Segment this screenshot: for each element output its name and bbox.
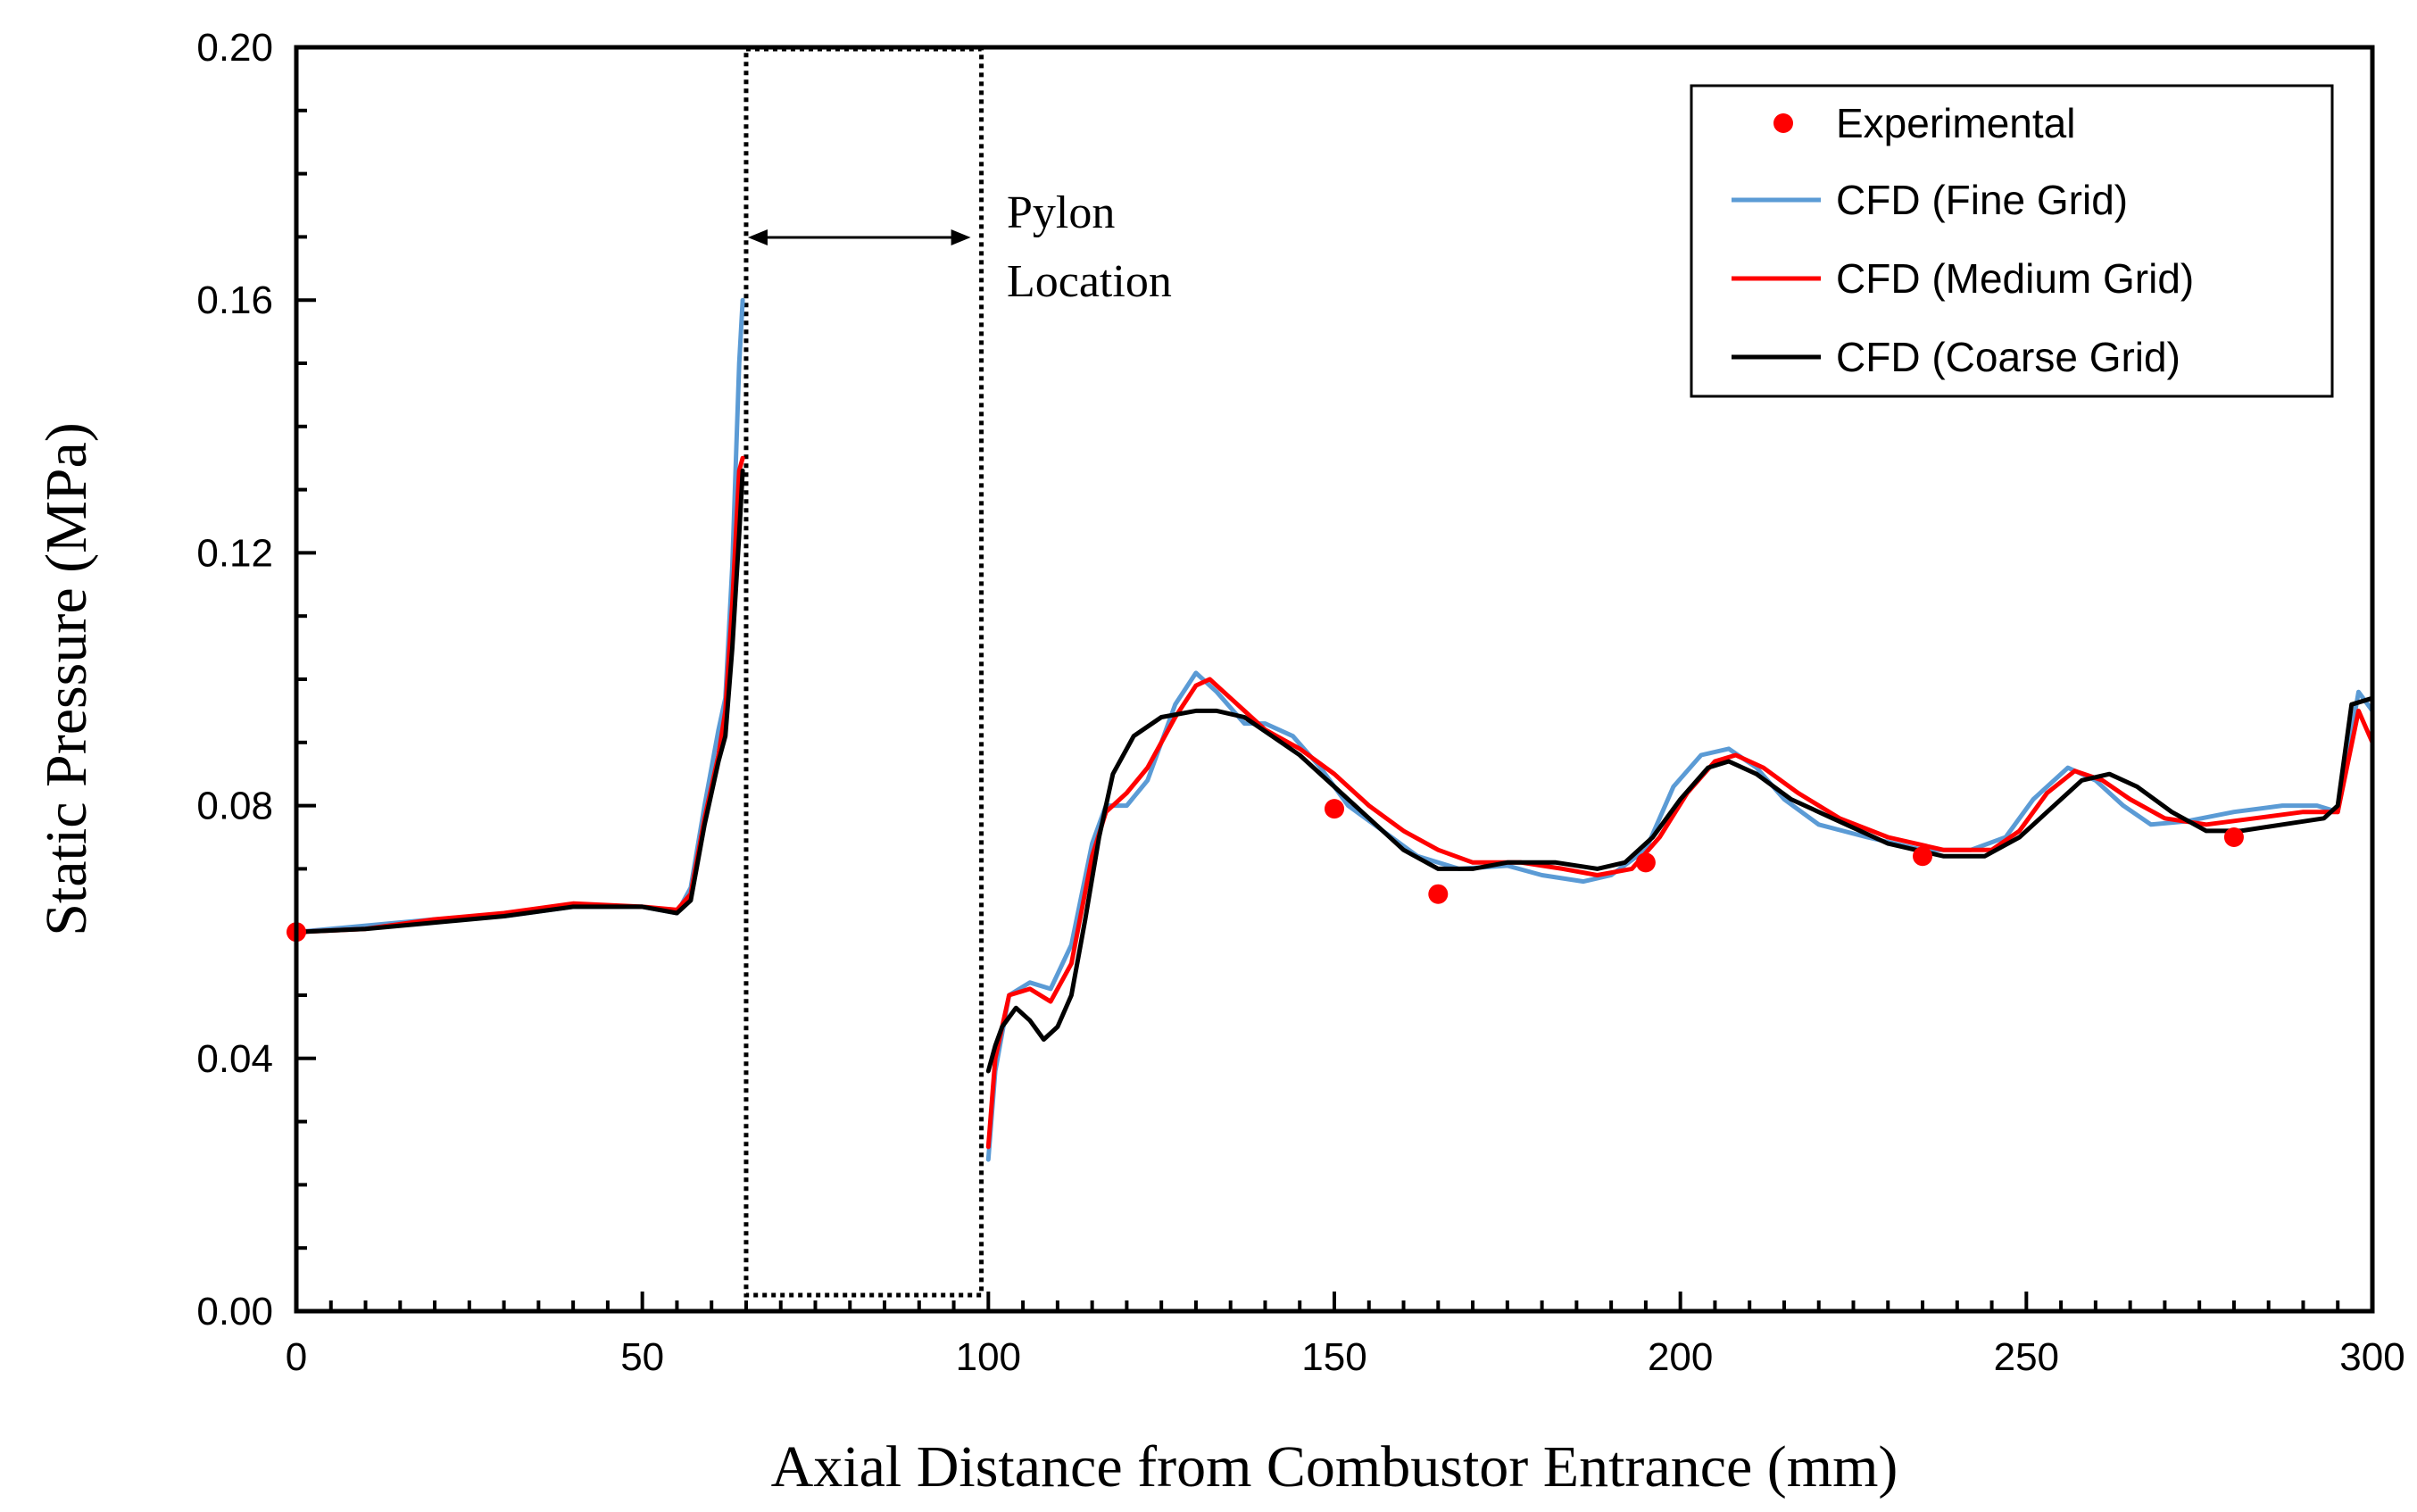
y-tick-labels: 0.00 0.04 0.08 0.12 0.16 0.20: [196, 26, 273, 1333]
legend-label-fine: CFD (Fine Grid): [1836, 177, 2128, 223]
series-coarse-segment-2: [985, 695, 2372, 1074]
legend-label-experimental: Experimental: [1836, 100, 2075, 146]
pylon-arrow-head-left: [747, 229, 768, 245]
y-axis-title: Static Pressure (MPa): [34, 422, 99, 936]
x-tick-label: 0: [286, 1335, 307, 1379]
legend-marker-experimental: [1773, 113, 1793, 133]
pylon-arrow-head-right: [951, 229, 971, 245]
experimental-point: [1428, 884, 1449, 904]
y-tick-label: 0.00: [196, 1290, 273, 1333]
y-tick-label: 0.04: [196, 1037, 273, 1081]
pylon-annotation: Pylon Location: [747, 187, 1172, 307]
pylon-label-line1: Pylon: [1007, 187, 1115, 238]
series-medium-segment-2: [985, 677, 2372, 1150]
y-tick-label: 0.20: [196, 26, 273, 70]
experimental-point: [1913, 846, 1933, 867]
series-fine-segment-2: [985, 670, 2372, 1162]
x-tick-labels: 0 50 100 150 200 250 300: [286, 1335, 2405, 1379]
series-coarse-segment-1: [296, 468, 745, 935]
x-tick-label: 50: [620, 1335, 664, 1379]
x-tick-label: 250: [1994, 1335, 2059, 1379]
x-tick-label: 300: [2339, 1335, 2405, 1379]
y-tick-label: 0.12: [196, 531, 273, 575]
plot-frame: [294, 45, 2375, 1314]
legend-label-coarse: CFD (Coarse Grid): [1836, 334, 2180, 380]
legend-label-medium: CFD (Medium Grid): [1836, 255, 2194, 302]
legend: Experimental CFD (Fine Grid) CFD (Medium…: [1690, 84, 2334, 398]
experimental-point: [2223, 827, 2244, 847]
experimental-points: [287, 799, 2244, 943]
x-tick-label: 200: [1648, 1335, 1713, 1379]
series-layer: [296, 297, 2372, 1162]
y-tick-label: 0.16: [196, 278, 273, 322]
pylon-label-line2: Location: [1007, 256, 1172, 307]
x-tick-label: 150: [1301, 1335, 1366, 1379]
experimental-point: [1325, 799, 1344, 819]
x-tick-label: 100: [956, 1335, 1021, 1379]
legend-box: [1690, 84, 2334, 398]
series-medium-segment-1: [296, 455, 745, 935]
x-axis-title: Axial Distance from Combustor Entrance (…: [771, 1434, 1898, 1500]
y-tick-label: 0.08: [196, 785, 273, 828]
experimental-point: [1635, 852, 1656, 873]
